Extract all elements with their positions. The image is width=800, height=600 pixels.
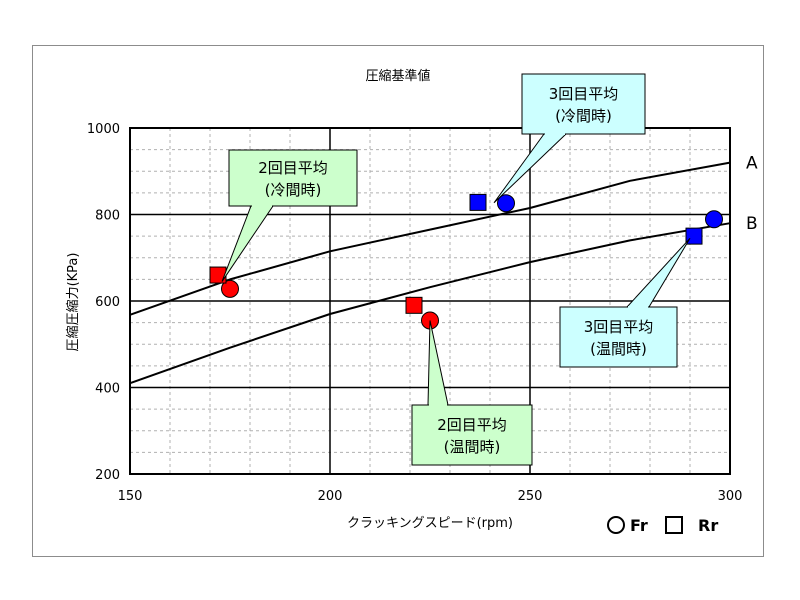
data-point-rr — [685, 227, 703, 245]
y-tick-label: 600 — [95, 295, 120, 310]
callout-line-2: (温間時) — [590, 340, 647, 358]
x-tick-label: 150 — [118, 489, 143, 504]
data-point-fr — [705, 210, 723, 229]
callout-line-1: 2回目平均 — [258, 159, 328, 177]
data-point-rr — [469, 193, 487, 211]
y-tick-label: 200 — [95, 468, 120, 483]
y-axis-title: 圧縮圧縮力(KPa) — [65, 253, 81, 352]
callout-box — [559, 306, 678, 368]
callout: 3回目平均 (冷間時) — [493, 73, 646, 204]
legend-square-marker — [665, 516, 683, 534]
reference-curves: AB — [129, 154, 758, 385]
x-tick-label: 250 — [518, 489, 543, 504]
curve-b — [129, 222, 731, 385]
chart-title: 圧縮基準値 — [365, 68, 430, 84]
legend-label-rr: Rr — [698, 516, 718, 535]
callout-line-2: (温間時) — [444, 438, 501, 456]
legend-label-fr: Fr — [630, 516, 648, 535]
x-tick-label: 200 — [318, 489, 343, 504]
callout: 2回目平均 (温間時) — [411, 320, 533, 466]
callout-box — [411, 404, 533, 466]
data-point-rr — [405, 296, 423, 314]
callout-line-1: 3回目平均 — [584, 318, 654, 336]
legend: Fr Rr — [607, 516, 718, 535]
callout-line-2: (冷間時) — [265, 181, 322, 199]
y-tick-label: 800 — [95, 209, 120, 224]
callout: 2回目平均 (冷間時) — [221, 149, 358, 282]
plot-border — [129, 127, 731, 475]
x-tick-label: 300 — [718, 489, 743, 504]
data-point-rr — [209, 266, 227, 284]
y-tick-label: 400 — [95, 382, 120, 397]
curve-label-b: B — [746, 214, 758, 234]
callout-box — [521, 73, 646, 135]
callout-box — [228, 149, 358, 207]
callout-line-1: 3回目平均 — [549, 85, 619, 103]
y-tick-label: 1000 — [87, 122, 120, 137]
tick-labels: 150 200 250 300 200 400 600 800 1000 — [87, 122, 743, 504]
curve-label-a: A — [746, 154, 758, 174]
data-point-fr — [221, 279, 239, 298]
x-axis-title: クラッキングスピード(rpm) — [347, 516, 513, 531]
callouts: 2回目平均 (冷間時) 2回目平均 (温間時) 3回目平均 (冷間時) 3回目平均 (温間時) — [221, 73, 691, 466]
legend-circle-marker — [607, 516, 625, 534]
callout: 3回目平均 (温間時) — [559, 237, 691, 368]
callout-line-1: 2回目平均 — [437, 416, 507, 434]
callout-line-2: (冷間時) — [555, 107, 612, 125]
curve-a — [129, 161, 731, 316]
data-point-fr — [497, 194, 515, 213]
